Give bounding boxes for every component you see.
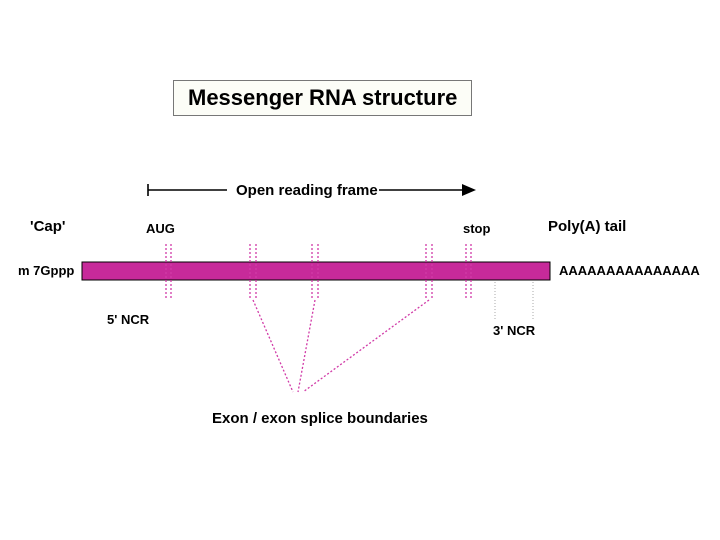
splice-converge-3 <box>303 300 429 392</box>
splice-converge-1 <box>253 300 293 392</box>
splice-converge-2 <box>298 300 315 392</box>
mrna-bar <box>82 262 550 280</box>
orf-arrowhead <box>462 184 476 196</box>
diagram-svg <box>0 0 720 540</box>
